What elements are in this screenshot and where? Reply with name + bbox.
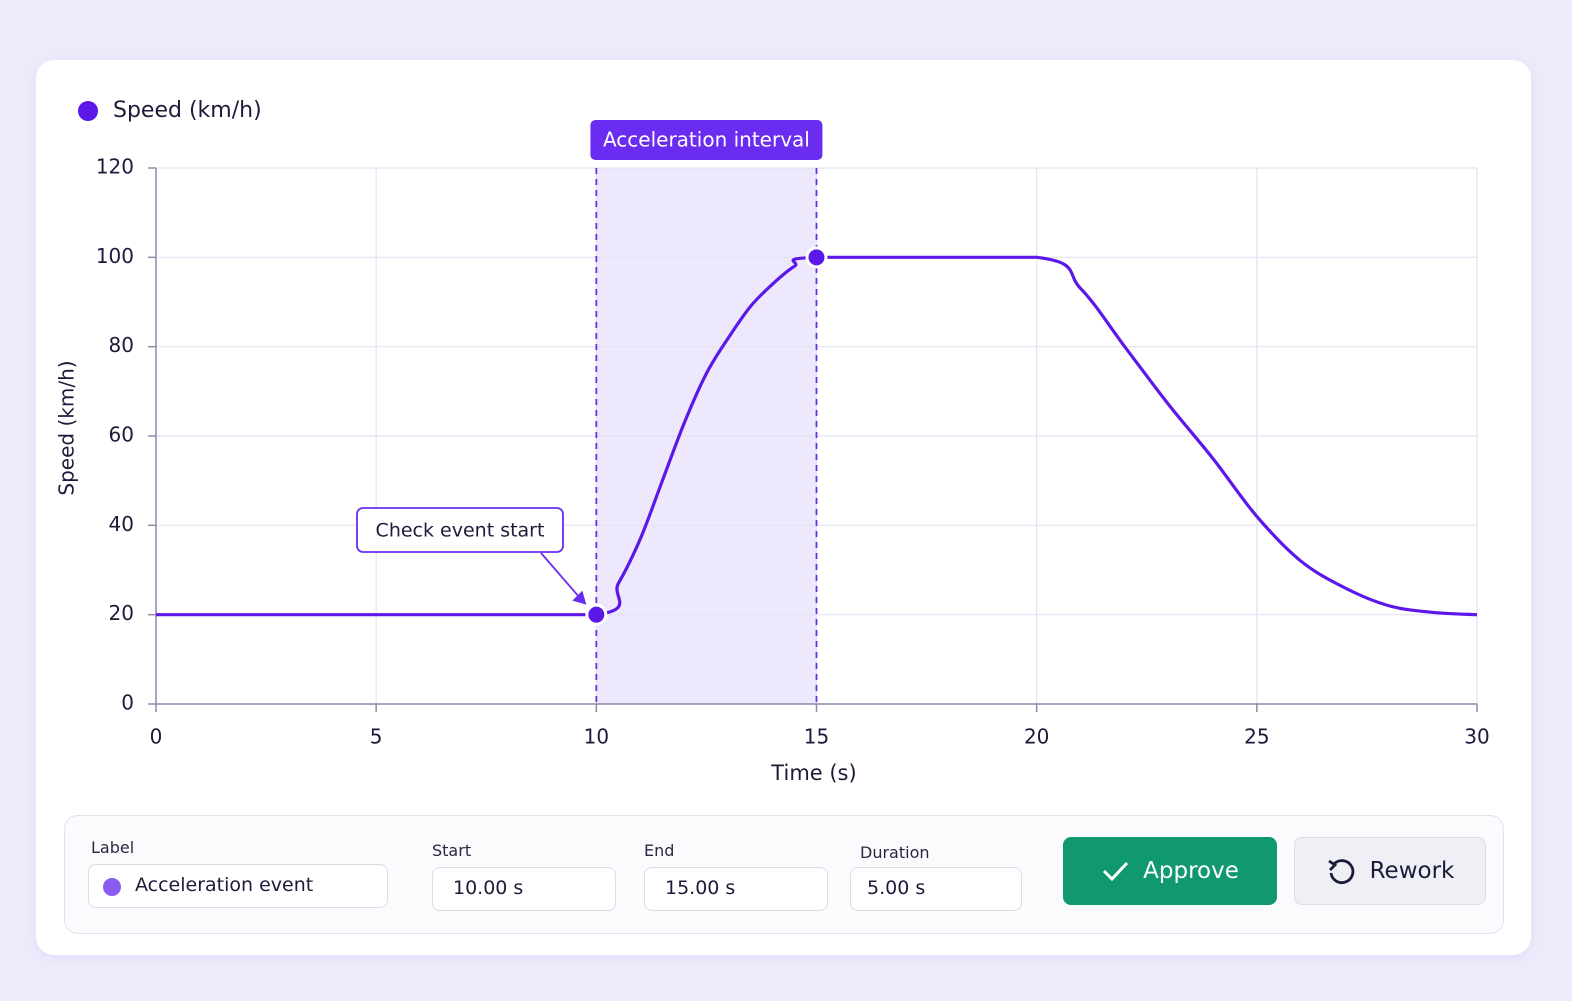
duration-value: 5.00 s [867,877,926,899]
y-tick-label: 60 [109,423,134,447]
x-tick-label: 5 [370,725,383,749]
x-tick-label: 10 [584,725,609,749]
interval-label-box [590,120,823,160]
label-value: Acceleration event [135,874,314,896]
x-tick-label: 15 [804,725,829,749]
interval-label: Acceleration interval [603,128,810,152]
y-tick-label: 100 [96,244,134,268]
y-tick-label: 40 [109,512,134,536]
annotation-arrowhead [572,590,587,605]
y-axis-label: Speed (km/h) [55,360,79,495]
duration-input[interactable]: 5.00 s [850,867,1022,911]
field-title: Duration [860,843,930,862]
series-line [156,255,1478,617]
interval-point [805,246,828,269]
field-title: Start [432,841,472,860]
rework-button[interactable]: Rework [1294,837,1486,905]
label-color-dot [103,878,121,896]
end-input[interactable]: 15.00 s [644,867,828,911]
approve-label: Approve [1143,858,1239,884]
y-tick-label: 20 [109,601,134,625]
interval-point [585,603,608,626]
label-input[interactable]: Acceleration event [88,864,388,908]
annotation-box [356,507,564,553]
x-tick-label: 25 [1244,725,1269,749]
y-tick-label: 120 [96,155,134,179]
y-tick-label: 0 [121,691,134,715]
x-axis-label: Time (s) [770,761,856,785]
field-title: Label [91,838,135,857]
field-title: End [644,841,675,860]
check-icon [1103,861,1129,882]
annotation-arrow [540,552,584,602]
x-tick-label: 30 [1464,725,1489,749]
legend-label: Speed (km/h) [113,98,262,123]
rework-icon [1327,859,1354,885]
start-input[interactable]: 10.00 s [432,867,616,911]
y-tick-label: 80 [109,333,134,357]
event-form: Label Acceleration event Start 10.00 s E… [64,815,1504,934]
x-tick-label: 0 [150,725,163,749]
annotation-text: Check event start [376,520,545,542]
rework-label: Rework [1369,858,1455,884]
approve-button[interactable]: Approve [1063,837,1277,905]
legend-marker [78,101,98,121]
x-tick-label: 20 [1024,725,1049,749]
start-value: 10.00 s [453,877,524,899]
end-value: 15.00 s [665,877,736,899]
